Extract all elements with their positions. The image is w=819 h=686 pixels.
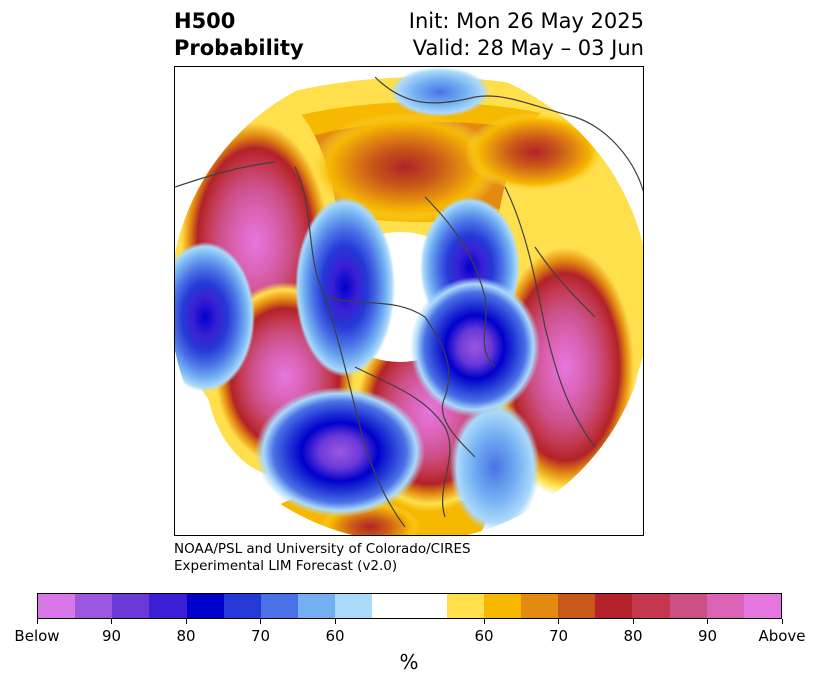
colorbar-tick-label: Below (14, 627, 60, 645)
colorbar-unit: % (399, 650, 419, 674)
colorbar-tick-mark (707, 619, 708, 624)
colorbar-tick-mark (334, 619, 336, 624)
colorbar-segment (372, 594, 447, 618)
colorbar-segment (446, 594, 484, 618)
low-anomaly-arctic-canada (295, 197, 395, 377)
credit-line-1: NOAA/PSL and University of Colorado/CIRE… (174, 541, 471, 557)
colorbar-segment (112, 594, 150, 618)
colorbar-tick-label: 60 (325, 627, 345, 645)
colorbar-tick-mark (632, 619, 634, 624)
colorbar-segment (743, 594, 782, 618)
colorbar-tick-mark (483, 619, 485, 624)
colorbar-segment (38, 594, 76, 618)
title-left: H500 Probability (174, 8, 304, 62)
colorbar-segment (706, 594, 744, 618)
colorbar-segment (260, 594, 299, 618)
colorbar-tick-mark (36, 619, 38, 624)
title-right: Init: Mon 26 May 2025 Valid: 28 May – 03… (409, 8, 644, 62)
shaded-field (175, 67, 643, 535)
colorbar-tick-mark (185, 619, 187, 624)
title-variable: H500 (174, 9, 236, 33)
title-type: Probability (174, 36, 304, 60)
coastlines (175, 76, 643, 528)
colorbar-tick-label: Above (758, 627, 806, 645)
high-anomaly-siberia (310, 112, 500, 222)
colorbar-segment (186, 594, 224, 618)
colorbar-segment (632, 594, 670, 618)
colorbar-segment (483, 594, 522, 618)
low-anomaly-north-atlantic (410, 277, 540, 417)
colorbar-segment (298, 594, 336, 618)
colorbar-segment (595, 594, 633, 618)
colorbar (37, 593, 782, 619)
colorbar-tick-label: 80 (176, 627, 196, 645)
valid-range: Valid: 28 May – 03 Jun (412, 36, 644, 60)
low-anomaly-pacific (175, 242, 255, 392)
colorbar-segment (669, 594, 707, 618)
init-date: Init: Mon 26 May 2025 (408, 9, 644, 33)
credit-line-2: Experimental LIM Forecast (v2.0) (174, 558, 398, 574)
colorbar-tick-label: 60 (474, 627, 494, 645)
colorbar-tick-label: 90 (697, 627, 718, 645)
colorbar-segment (149, 594, 187, 618)
colorbar-segment (335, 594, 373, 618)
colorbar-tick-label: 70 (250, 627, 271, 645)
colorbar-tick-mark (558, 619, 559, 624)
colorbar-segment (558, 594, 596, 618)
colorbar-tick-label: 70 (548, 627, 569, 645)
low-anomaly-southwest-us (255, 387, 425, 517)
colorbar-segment (75, 594, 113, 618)
map-panel (174, 66, 644, 536)
colorbar-tick-mark (260, 619, 261, 624)
probability-map (175, 67, 643, 535)
colorbar-segment (521, 594, 559, 618)
colorbar-tick-label: 80 (623, 627, 643, 645)
colorbar-segment (223, 594, 261, 618)
credit-text: NOAA/PSL and University of Colorado/CIRE… (174, 541, 471, 575)
colorbar-tick-mark (111, 619, 112, 624)
colorbar-tick-label: 90 (101, 627, 122, 645)
colorbar-tick-mark (781, 619, 783, 624)
